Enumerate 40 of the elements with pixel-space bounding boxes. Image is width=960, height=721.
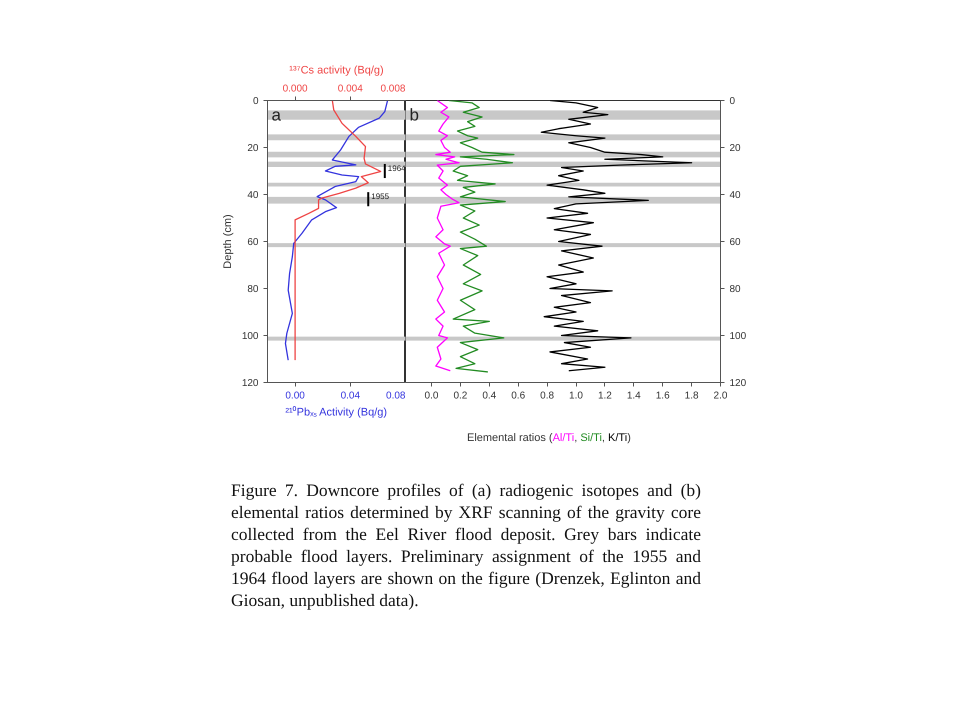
- y-tick-label: 40: [247, 190, 259, 201]
- y-tick-label: 80: [730, 284, 742, 295]
- x-tick-label: 0.2: [453, 390, 468, 402]
- x-tick-label: 1.0: [569, 390, 584, 402]
- y-tick-label: 60: [730, 237, 742, 248]
- y-tick-label: 0: [730, 96, 736, 107]
- x-tick-label: 0.04: [340, 390, 360, 402]
- caption: Figure 7. Downcore profiles of (a) radiogenic isotopes and (b) elemental ratios determined by XRF scanning of the gravity core collected from the Eel River flood deposit. Grey bars indicate probable flood layers. Preliminary assignment of the 1955 and 1964 flood layers are shown on the figure (Drenzek, Eglinton and Giosan, unpublished data).: [231, 479, 701, 611]
- x-axis-title: ²¹⁰Pbₓₛ Activity (Bq/g): [285, 406, 388, 418]
- x2-tick-label: 0.000: [282, 84, 308, 94]
- y-tick-label: 80: [247, 284, 259, 295]
- y-axis-title: Depth (cm): [222, 214, 234, 269]
- y-tick-label: 0: [252, 96, 259, 107]
- x-tick-label: 1.8: [684, 390, 699, 402]
- x2-tick-label: 0.008: [380, 84, 406, 94]
- y-tick-label: 100: [730, 331, 747, 342]
- annotation: a: [272, 106, 282, 124]
- x-tick-label: 0.4: [482, 390, 497, 402]
- x-tick-label: 0.0: [424, 390, 439, 402]
- x-tick-label: 2.0: [714, 390, 728, 402]
- x2-tick-label: 0.004: [338, 84, 364, 94]
- x-tick-label: 0.6: [511, 390, 526, 402]
- y-tick-label: 120: [730, 378, 747, 389]
- x-tick-label: 1.2: [598, 390, 612, 402]
- x-axis-title: Elemental ratios (Al/Ti, Si/Ti, K/Ti): [467, 431, 631, 446]
- y-tick-label: 40: [730, 190, 742, 201]
- x-tick-label: 1.6: [656, 390, 670, 402]
- annotation: 1955: [371, 192, 390, 202]
- x-tick-label: 0.08: [386, 390, 406, 402]
- y-tick-label: 100: [242, 331, 259, 342]
- y-tick-label: 120: [242, 378, 259, 389]
- x2-axis-title: ¹³⁷Cs activity (Bq/g): [289, 64, 384, 76]
- x-tick-label: 0.00: [285, 390, 306, 402]
- annotation: 1964: [388, 164, 406, 173]
- y-tick-label: 20: [730, 143, 742, 154]
- y-tick-label: 20: [247, 143, 259, 154]
- x-tick-label: 0.8: [540, 390, 554, 402]
- y-tick-label: 60: [247, 237, 259, 248]
- annotation: b: [410, 106, 419, 124]
- x-tick-label: 1.4: [626, 390, 642, 402]
